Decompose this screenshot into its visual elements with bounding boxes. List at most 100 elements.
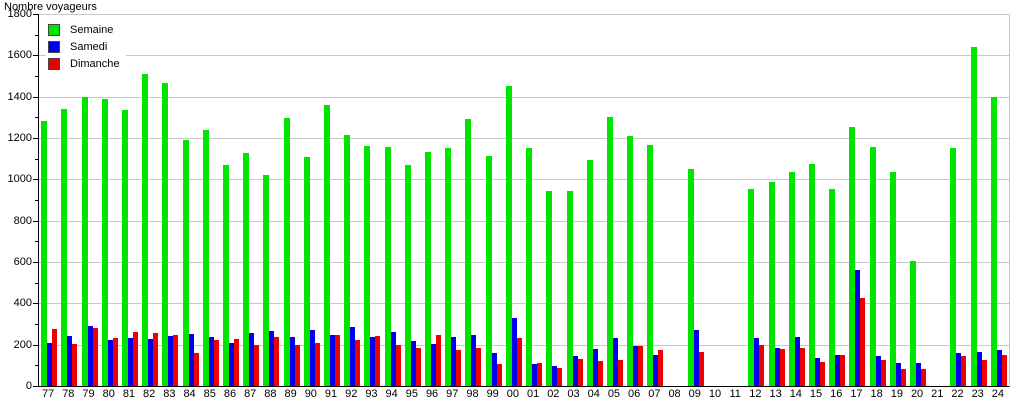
bar-samedi: [491, 353, 497, 386]
bar-semaine: [869, 147, 876, 386]
bar-dimanche: [537, 363, 543, 386]
bar-samedi: [693, 330, 699, 386]
y-axis-tick: [33, 179, 38, 180]
x-tick-label: 09: [688, 388, 701, 400]
bar-samedi: [107, 340, 113, 386]
bar-semaine: [243, 153, 250, 386]
bar-samedi: [996, 350, 1002, 386]
bar-semaine: [627, 136, 634, 386]
y-axis-tick: [35, 76, 38, 77]
bar-semaine: [162, 83, 169, 386]
bar-semaine: [990, 97, 997, 386]
bar-dimanche: [880, 360, 886, 386]
legend-label: Dimanche: [70, 58, 120, 70]
bar-dimanche: [112, 338, 118, 386]
bar-samedi: [855, 270, 861, 386]
x-tick-label: 24: [991, 388, 1005, 400]
y-axis-tick: [35, 283, 38, 284]
x-tick-label: 94: [385, 388, 398, 400]
bar-dimanche: [476, 348, 482, 386]
gridline: [39, 55, 1009, 57]
bar-semaine: [586, 160, 593, 386]
plot-area: [38, 14, 1010, 387]
bar-dimanche: [557, 368, 563, 386]
bar-group: [303, 157, 320, 386]
bar-samedi: [208, 337, 214, 386]
bar-semaine: [142, 74, 149, 386]
bar-group: [748, 189, 765, 386]
bar-samedi: [552, 366, 558, 386]
bar-group: [142, 74, 159, 386]
x-tick-label: 96: [425, 388, 439, 400]
bar-group: [485, 156, 502, 386]
x-tick-label: 98: [466, 388, 479, 400]
bar-group: [829, 189, 846, 386]
legend-item-semaine: Semaine: [48, 23, 120, 37]
legend-label: Semaine: [70, 24, 114, 36]
bar-dimanche: [617, 360, 623, 386]
x-tick-label: 92: [345, 388, 358, 400]
bar-semaine: [788, 172, 795, 386]
bar-group: [526, 148, 543, 386]
bar-samedi: [269, 331, 275, 386]
bar-group: [243, 153, 260, 386]
x-tick-label: 78: [62, 388, 75, 400]
bar-semaine: [121, 110, 128, 386]
bar-dimanche: [820, 362, 826, 386]
y-tick-label: 800: [13, 215, 32, 227]
bar-semaine: [546, 191, 553, 386]
x-tick-label: 87: [244, 388, 257, 400]
bar-group: [889, 172, 906, 386]
bar-semaine: [768, 182, 775, 386]
x-tick-label: 20: [910, 388, 924, 400]
x-tick-label: 11: [729, 388, 741, 400]
y-tick-label: 400: [13, 297, 32, 309]
bar-semaine: [647, 145, 654, 386]
bar-samedi: [47, 343, 53, 386]
bar-dimanche: [132, 332, 138, 386]
x-tick-label: 05: [607, 388, 621, 400]
bar-samedi: [188, 334, 194, 386]
bar-samedi: [148, 339, 154, 386]
bar-dimanche: [638, 346, 644, 386]
chart-title: Nombre voyageurs: [4, 1, 97, 13]
x-tick-label: 79: [82, 388, 95, 400]
bar-group: [425, 152, 442, 386]
dimanche-swatch-icon: [48, 58, 60, 70]
bar-group: [404, 165, 421, 386]
bar-dimanche: [274, 337, 280, 386]
bar-semaine: [889, 172, 896, 386]
bar-samedi: [451, 337, 457, 386]
bar-dimanche: [436, 335, 442, 386]
bar-semaine: [324, 105, 331, 386]
bar-semaine: [566, 191, 573, 386]
bar-samedi: [370, 337, 376, 386]
bar-semaine: [344, 135, 351, 386]
gridline: [39, 303, 1009, 305]
bar-samedi: [815, 358, 821, 386]
bar-samedi: [612, 338, 618, 386]
bar-group: [101, 99, 118, 386]
bar-dimanche: [900, 369, 906, 386]
bar-semaine: [222, 165, 229, 386]
bar-samedi: [875, 356, 881, 386]
bar-samedi: [511, 318, 517, 386]
bar-group: [606, 117, 623, 386]
y-axis-tick: [35, 159, 38, 160]
bar-group: [566, 191, 583, 386]
bar-group: [162, 83, 179, 386]
bar-samedi: [249, 333, 255, 386]
bar-dimanche: [921, 369, 927, 386]
gridline: [39, 14, 1009, 15]
x-tick-label: 03: [567, 388, 580, 400]
x-tick-label: 06: [628, 388, 641, 400]
bar-samedi: [956, 353, 962, 386]
gridline: [39, 220, 1009, 222]
bar-group: [202, 130, 219, 386]
y-axis-tick: [33, 345, 38, 346]
bar-dimanche: [395, 345, 401, 386]
bar-samedi: [532, 364, 538, 386]
y-tick-label: 200: [13, 339, 32, 351]
x-tick-label: 86: [223, 388, 237, 400]
bar-semaine: [970, 47, 977, 386]
